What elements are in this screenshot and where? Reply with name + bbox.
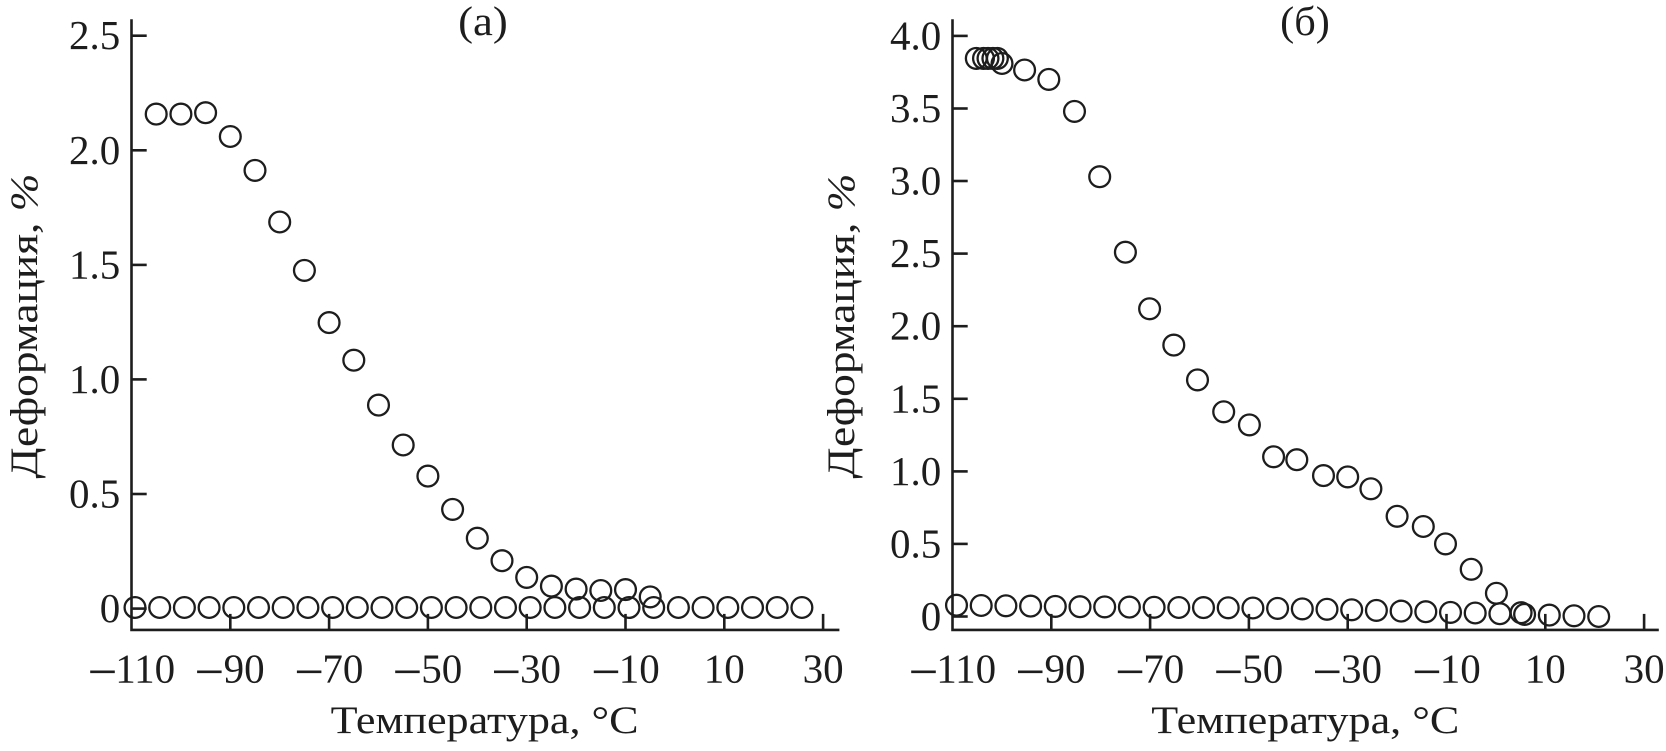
svg-text:30: 30: [520, 645, 561, 691]
svg-text:1.5: 1.5: [890, 375, 941, 421]
svg-text:Температура, °С: Температура, °С: [331, 699, 639, 742]
svg-text:1.0: 1.0: [890, 448, 941, 494]
svg-text:Температура, °С: Температура, °С: [1151, 699, 1459, 742]
svg-text:70: 70: [322, 645, 363, 691]
svg-text:50: 50: [421, 645, 462, 691]
svg-text:2.5: 2.5: [69, 12, 120, 58]
svg-text:90: 90: [224, 645, 265, 691]
svg-text:0: 0: [921, 593, 942, 639]
svg-text:110: 110: [115, 645, 175, 691]
svg-text:10: 10: [1525, 645, 1566, 691]
svg-text:0.5: 0.5: [69, 471, 120, 517]
svg-text:2.5: 2.5: [890, 230, 941, 276]
svg-text:0: 0: [100, 585, 121, 631]
svg-text:50: 50: [1242, 645, 1283, 691]
svg-text:30: 30: [1341, 645, 1382, 691]
svg-text:Деформация, %: Деформация, %: [3, 173, 46, 478]
svg-text:10: 10: [1440, 645, 1481, 691]
svg-text:70: 70: [1143, 645, 1184, 691]
svg-text:2.0: 2.0: [890, 303, 941, 349]
svg-text:30: 30: [803, 645, 844, 691]
svg-text:(а): (а): [458, 0, 508, 44]
svg-text:1.0: 1.0: [69, 356, 120, 402]
svg-text:90: 90: [1045, 645, 1086, 691]
svg-text:10: 10: [704, 645, 745, 691]
svg-text:110: 110: [936, 645, 996, 691]
svg-text:0.5: 0.5: [890, 520, 941, 566]
svg-text:30: 30: [1624, 645, 1665, 691]
svg-text:1.5: 1.5: [69, 241, 120, 287]
svg-text:10: 10: [619, 645, 660, 691]
svg-text:3.5: 3.5: [890, 85, 941, 131]
svg-text:3.0: 3.0: [890, 158, 941, 204]
svg-text:(б): (б): [1280, 0, 1330, 44]
svg-text:Деформация, %: Деформация, %: [820, 173, 863, 478]
svg-text:4.0: 4.0: [890, 12, 941, 58]
svg-text:2.0: 2.0: [69, 127, 120, 173]
